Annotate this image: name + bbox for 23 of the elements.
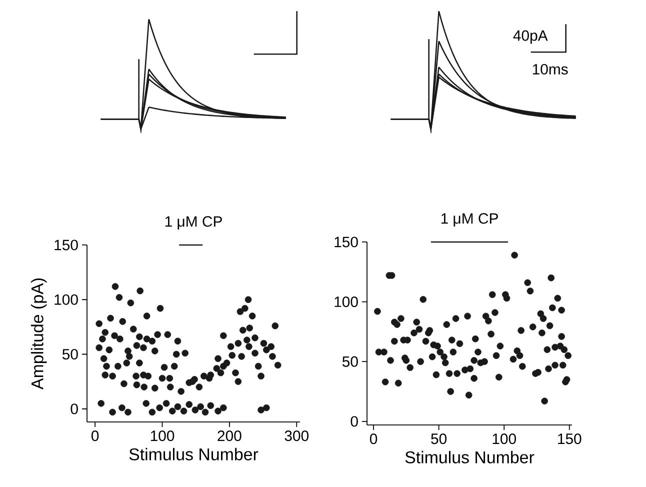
- y-axis-title: Amplitude (pA): [30, 278, 47, 390]
- x-tick-label: 300: [284, 430, 309, 442]
- x-tick-label: 100: [150, 430, 174, 442]
- y-tick-label: 150: [54, 240, 78, 250]
- text: 10ms: [532, 64, 568, 75]
- x-tick-label: 150: [558, 434, 582, 444]
- y-tick-label: 100: [334, 296, 358, 308]
- x-tick-label: 50: [431, 434, 447, 444]
- x-tick-label: 0: [370, 434, 378, 444]
- y-tick-label: 50: [62, 348, 78, 360]
- x-axis-title: Stimulus Number: [405, 450, 534, 464]
- text: 40pA: [513, 30, 548, 44]
- y-tick-label: 50: [342, 356, 358, 367]
- x-tick-label: 0: [91, 430, 99, 442]
- x-tick-label: 100: [492, 434, 516, 444]
- chart-title: 1 μM CP: [165, 216, 222, 230]
- y-tick-label: 100: [54, 294, 78, 305]
- y-tick-label: 0: [350, 416, 358, 427]
- chart-title: 1 μM CP: [441, 213, 498, 226]
- y-tick-label: 0: [70, 404, 78, 414]
- x-tick-label: 200: [218, 430, 242, 442]
- y-tick-label: 150: [334, 236, 358, 248]
- x-axis-title: Stimulus Number: [129, 448, 258, 460]
